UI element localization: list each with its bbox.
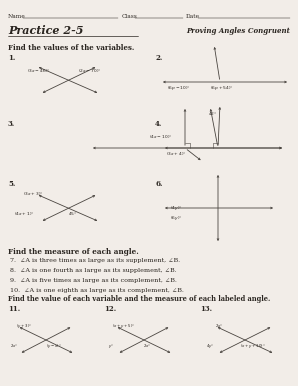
Text: $45°$: $45°$: [68, 210, 77, 217]
Text: Find the values of the variables.: Find the values of the variables.: [8, 44, 134, 52]
Text: 2.: 2.: [155, 54, 162, 62]
Text: 10.  ∠A is one eighth as large as its complement, ∠B.: 10. ∠A is one eighth as large as its com…: [10, 288, 184, 293]
Text: $(2x-70)°$: $(2x-70)°$: [78, 67, 102, 74]
Text: 4.: 4.: [155, 120, 162, 128]
Text: Practice 2-5: Practice 2-5: [8, 25, 83, 36]
Text: $y°$: $y°$: [108, 342, 114, 350]
Text: 13.: 13.: [200, 305, 212, 313]
Text: $(x+y+5)°$: $(x+y+5)°$: [112, 322, 135, 330]
Text: $(3x+3)°$: $(3x+3)°$: [23, 190, 44, 197]
Text: $(6p-10)°$: $(6p-10)°$: [167, 84, 191, 92]
Text: $2x°$: $2x°$: [215, 322, 223, 329]
Text: $(y-x)°$: $(y-x)°$: [46, 342, 62, 350]
Text: $(3x-46)°$: $(3x-46)°$: [27, 67, 50, 74]
Text: Class: Class: [122, 14, 138, 19]
Text: Date: Date: [186, 14, 200, 19]
Text: $(6y)°$: $(6y)°$: [170, 214, 183, 222]
Text: 6.: 6.: [155, 180, 162, 188]
Text: 11.: 11.: [8, 305, 20, 313]
Text: 7.  ∠A is three times as large as its supplement, ∠B.: 7. ∠A is three times as large as its sup…: [10, 258, 180, 263]
Text: 8.  ∠A is one fourth as large as its supplement, ∠B.: 8. ∠A is one fourth as large as its supp…: [10, 268, 177, 273]
Text: $(3x+4)°$: $(3x+4)°$: [166, 150, 187, 157]
Text: 5.: 5.: [8, 180, 15, 188]
Text: 9.  ∠A is five times as large as its complement, ∠B.: 9. ∠A is five times as large as its comp…: [10, 278, 177, 283]
Text: Find the value of each variable and the measure of each labeled angle.: Find the value of each variable and the …: [8, 295, 270, 303]
Text: $(6p+54)°$: $(6p+54)°$: [210, 84, 234, 92]
Text: $(x+y+10)°$: $(x+y+10)°$: [240, 342, 266, 350]
Text: $2x°$: $2x°$: [143, 342, 151, 349]
Text: 12.: 12.: [104, 305, 116, 313]
Text: $2x°$: $2x°$: [10, 342, 18, 349]
Text: 1.: 1.: [8, 54, 15, 62]
Text: 3.: 3.: [8, 120, 15, 128]
Text: Proving Angles Congruent: Proving Angles Congruent: [186, 27, 290, 35]
Text: $4y°$: $4y°$: [206, 342, 214, 350]
Text: $(4x+1)°$: $(4x+1)°$: [14, 210, 35, 217]
Text: $(y+3)°$: $(y+3)°$: [16, 322, 32, 330]
Text: $(4x-10)°$: $(4x-10)°$: [149, 132, 173, 139]
Text: Find the measure of each angle.: Find the measure of each angle.: [8, 248, 139, 256]
Text: $(4y)°$: $(4y)°$: [170, 204, 183, 212]
Text: $42°$: $42°$: [208, 110, 217, 117]
Text: Name: Name: [8, 14, 26, 19]
